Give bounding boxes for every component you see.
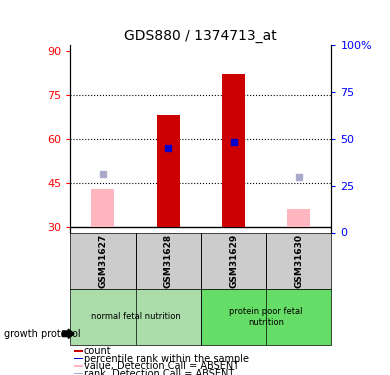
Bar [201,289,332,345]
Text: GSM31628: GSM31628 [164,234,173,288]
Bar [74,350,83,352]
Bar [70,232,135,289]
Text: value, Detection Call = ABSENT: value, Detection Call = ABSENT [84,361,239,371]
Bar [201,232,266,289]
Text: percentile rank within the sample: percentile rank within the sample [84,354,249,363]
Title: GDS880 / 1374713_at: GDS880 / 1374713_at [124,28,277,43]
Bar [266,232,332,289]
Bar [287,209,310,226]
Bar [70,289,201,345]
Text: rank, Detection Call = ABSENT: rank, Detection Call = ABSENT [84,369,234,375]
Text: count: count [84,346,112,356]
Bar [135,232,201,289]
Bar [74,373,83,374]
Bar [91,189,114,226]
Text: protein poor fetal
nutrition: protein poor fetal nutrition [229,307,303,327]
Bar [157,116,180,226]
Bar [74,358,83,359]
Bar [74,365,83,367]
Text: normal fetal nutrition: normal fetal nutrition [90,312,181,321]
Text: GSM31627: GSM31627 [98,234,107,288]
Text: GSM31629: GSM31629 [229,234,238,288]
Text: GSM31630: GSM31630 [294,234,303,288]
Text: growth protocol: growth protocol [4,329,80,339]
Bar [222,74,245,226]
